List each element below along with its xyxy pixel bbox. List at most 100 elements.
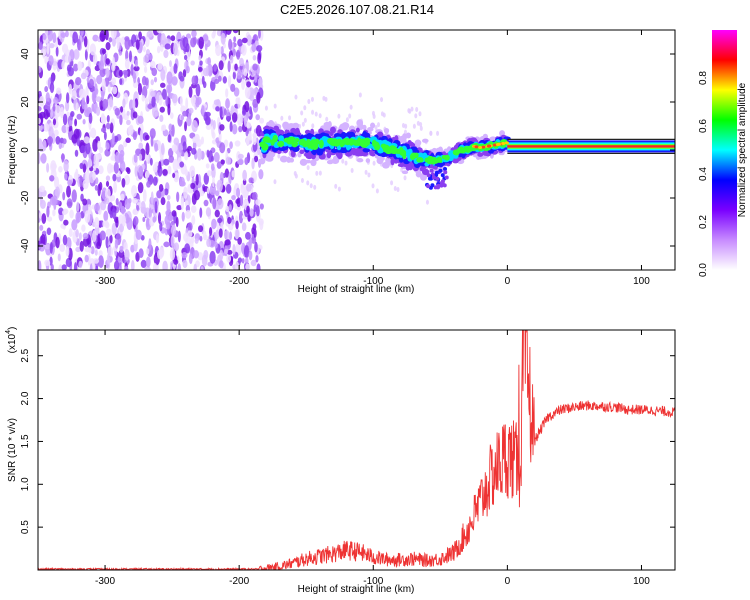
noise-blob bbox=[111, 132, 115, 145]
noise-blob bbox=[105, 122, 111, 130]
noise-blob bbox=[130, 260, 135, 270]
noise-blob bbox=[233, 87, 240, 97]
ridge-blob bbox=[408, 148, 413, 155]
noise-blob bbox=[83, 35, 88, 48]
noise-blob bbox=[38, 260, 42, 270]
noise-blob bbox=[141, 95, 146, 102]
noise-blob bbox=[256, 45, 263, 52]
noise-blob bbox=[177, 263, 182, 270]
faint-blob bbox=[415, 106, 419, 112]
noise-blob bbox=[190, 37, 197, 48]
faint-blob bbox=[419, 125, 423, 131]
ridge-tail-blob bbox=[440, 179, 445, 184]
ridge-blob bbox=[299, 138, 307, 146]
noise-blob bbox=[182, 69, 187, 78]
noise-blob bbox=[72, 31, 79, 44]
noise-blob bbox=[132, 111, 138, 119]
noise-blob bbox=[52, 118, 57, 126]
noise-blob bbox=[42, 139, 47, 151]
noise-blob bbox=[191, 30, 197, 38]
noise-blob bbox=[50, 160, 57, 173]
noise-blob bbox=[128, 197, 132, 204]
noise-blob bbox=[245, 257, 249, 266]
noise-blob bbox=[234, 140, 241, 147]
noise-blob bbox=[160, 82, 166, 88]
noise-blob bbox=[39, 111, 46, 119]
spectrogram-heatmap bbox=[38, 30, 675, 270]
faint-blob bbox=[390, 180, 394, 186]
noise-blob bbox=[140, 235, 145, 241]
noise-blob bbox=[93, 164, 97, 172]
noise-blob bbox=[167, 134, 172, 143]
noise-blob bbox=[75, 102, 79, 111]
noise-blob bbox=[80, 145, 86, 154]
faint-blob bbox=[401, 122, 405, 128]
noise-blob bbox=[38, 66, 42, 73]
noise-blob bbox=[158, 94, 163, 106]
noise-blob bbox=[108, 37, 113, 43]
noise-blob bbox=[91, 90, 97, 104]
noise-blob bbox=[78, 232, 82, 241]
noise-blob bbox=[57, 253, 61, 262]
ridge-blob bbox=[291, 141, 299, 146]
ridge-blob bbox=[291, 122, 300, 129]
noise-blob bbox=[132, 131, 137, 141]
faint-blob bbox=[348, 113, 352, 119]
noise-blob bbox=[257, 77, 263, 87]
noise-blob bbox=[211, 218, 217, 230]
noise-blob bbox=[155, 233, 160, 244]
noise-blob bbox=[255, 199, 261, 206]
ridge-blob bbox=[259, 141, 266, 148]
ridge-blob bbox=[362, 131, 368, 139]
noise-blob bbox=[206, 238, 212, 248]
noise-blob bbox=[49, 82, 55, 94]
noise-blob bbox=[211, 131, 216, 139]
noise-blob bbox=[193, 263, 197, 270]
noise-blob bbox=[215, 106, 220, 112]
noise-blob bbox=[126, 119, 131, 126]
noise-blob bbox=[74, 149, 79, 157]
ridge-blob bbox=[279, 155, 288, 163]
noise-blob bbox=[244, 100, 250, 113]
ridge-blob bbox=[443, 154, 450, 161]
noise-blob bbox=[75, 168, 79, 179]
noise-blob bbox=[124, 266, 129, 270]
noise-blob bbox=[46, 205, 50, 218]
ridge-blob bbox=[288, 123, 294, 129]
noise-blob bbox=[68, 83, 73, 95]
noise-blob bbox=[231, 170, 236, 178]
noise-blob bbox=[95, 96, 102, 102]
noise-blob bbox=[184, 243, 191, 254]
noise-blob bbox=[150, 191, 154, 205]
noise-blob bbox=[170, 234, 175, 248]
faint-blob bbox=[429, 130, 433, 136]
noise-blob bbox=[212, 119, 216, 130]
ridge-tail-blob bbox=[427, 176, 432, 181]
ridge-blob bbox=[259, 158, 266, 165]
noise-blob bbox=[195, 97, 200, 108]
noise-blob bbox=[109, 96, 113, 108]
snr-frame bbox=[37, 329, 676, 571]
noise-blob bbox=[252, 54, 257, 61]
faint-blob bbox=[372, 160, 376, 166]
noise-blob bbox=[50, 263, 54, 270]
noise-blob bbox=[245, 231, 251, 240]
ridge-blob bbox=[327, 137, 335, 145]
noise-blob bbox=[172, 158, 179, 172]
noise-blob bbox=[138, 153, 143, 161]
noise-blob bbox=[170, 35, 176, 42]
ridge-blob bbox=[331, 158, 340, 165]
noise-blob bbox=[81, 224, 86, 232]
noise-blob bbox=[38, 151, 41, 164]
noise-blob bbox=[112, 56, 116, 68]
noise-blob bbox=[146, 217, 150, 227]
ridge-blob bbox=[311, 142, 319, 151]
ridge-blob bbox=[287, 136, 293, 145]
ridge-blob bbox=[432, 160, 437, 164]
noise-blob bbox=[259, 117, 265, 124]
noise-blob bbox=[203, 199, 209, 207]
ridge-blob bbox=[401, 133, 407, 141]
ridge-blob bbox=[336, 151, 343, 160]
noise-blob bbox=[131, 184, 138, 198]
noise-blob bbox=[182, 259, 188, 269]
